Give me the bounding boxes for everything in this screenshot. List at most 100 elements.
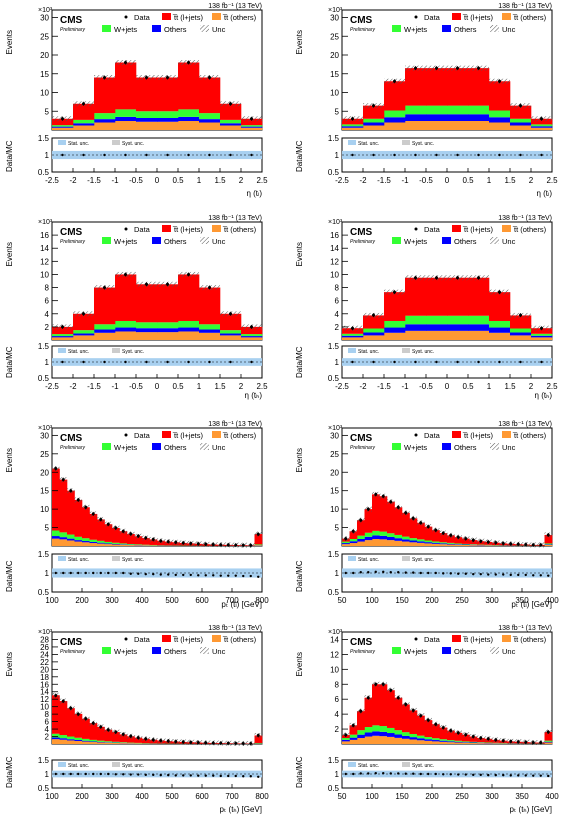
bar-others-1: [363, 122, 385, 126]
data-point-5: [456, 66, 459, 70]
bar-others-8: [220, 123, 242, 126]
ratio-point-3: [124, 153, 127, 157]
x-tick-label-2: -1.5: [377, 176, 391, 185]
data-point-22: [509, 739, 513, 743]
ratio-point-4: [435, 153, 438, 157]
data-point-7: [396, 505, 400, 509]
data-point-21: [211, 741, 215, 745]
ratio-legend-label-1: Syst. unc.: [122, 557, 144, 563]
data-point-10: [129, 734, 133, 738]
legend-label-1: t̅t (l+jets): [172, 225, 204, 234]
ratio-point-9: [250, 153, 253, 157]
x-tick-label-1: -2: [359, 176, 367, 185]
bar-w+jets-0: [52, 125, 74, 127]
ratio-legend-marker-0: [58, 762, 66, 767]
bar-others-3: [74, 740, 83, 742]
ratio-point-8: [229, 360, 232, 364]
bar-others-3: [405, 324, 427, 331]
data-point-15: [166, 739, 170, 743]
legend-label-3: W+jets: [404, 647, 427, 656]
x-tick-label-4: 500: [165, 792, 179, 801]
x-axis-title: η (tₗ): [536, 189, 552, 198]
ratio-point-23: [517, 573, 520, 577]
bar-ttothers-6: [178, 331, 200, 340]
y-tick-label-11: 24: [40, 650, 49, 659]
ratio-tick-label-1: 1: [335, 151, 340, 160]
bar-ttl+jets-5: [157, 284, 179, 323]
y-tick-label-5: 30: [40, 431, 49, 440]
bar-ttl+jets-27: [544, 534, 553, 544]
ratio-tick-label-0: 0.5: [38, 588, 50, 597]
data-point-2: [69, 706, 73, 710]
ratio-point-7: [397, 571, 400, 574]
x-tick-label-3: -1: [401, 382, 409, 391]
bar-others-2: [94, 329, 116, 333]
bar-ttl+jets-9: [241, 326, 263, 335]
data-point-7: [396, 696, 400, 700]
bar-others-3: [405, 114, 427, 121]
y-tick-label-3: 8: [45, 284, 50, 293]
data-point-18: [189, 740, 193, 744]
y-tick-label-6: 14: [40, 688, 49, 697]
lumi-label: 138 fb⁻¹ (13 TeV): [208, 215, 262, 222]
bar-w+jets-10: [417, 735, 425, 739]
y-scale-label: ×10³: [38, 629, 53, 636]
bar-ttl+jets-6: [97, 726, 105, 741]
y-axis-title: Events: [5, 242, 14, 266]
y-tick-label-1: 4: [45, 725, 50, 734]
bar-w+jets-5: [89, 739, 98, 742]
bar-w+jets-11: [424, 737, 433, 740]
ratio-tick-label-0: 0.5: [328, 588, 340, 597]
x-tick-label-2: 150: [395, 792, 409, 801]
bar-ttothers-13: [439, 544, 448, 546]
ratio-point-5: [382, 771, 385, 775]
x-tick-label-8: 1.5: [214, 382, 226, 391]
bar-others-8: [402, 539, 410, 542]
data-point-1: [82, 102, 85, 106]
data-point-3: [366, 696, 370, 700]
ratio-point-0: [351, 153, 354, 157]
y-tick-label-2: 15: [330, 487, 339, 496]
ratio-point-7: [208, 360, 211, 364]
ratio-point-9: [412, 772, 415, 775]
bar-ttl+jets-6: [178, 62, 200, 110]
ratio-point-6: [99, 571, 102, 575]
bar-ttothers-0: [52, 538, 60, 547]
bar-w+jets-4: [82, 538, 90, 542]
y-scale-label: ×10³: [38, 425, 53, 432]
legend-label-0: Data: [134, 13, 151, 22]
ratio-axis-title: Data/MC: [295, 756, 304, 788]
ratio-point-7: [107, 571, 110, 575]
ratio-legend-label-0: Stat. unc.: [68, 141, 89, 147]
bar-ttl+jets-0: [52, 326, 74, 335]
legend-marker-3: [102, 237, 111, 244]
bar-w+jets-18: [477, 742, 485, 743]
ratio-point-12: [434, 772, 437, 776]
ratio-point-11: [427, 571, 430, 575]
bar-w+jets-11: [424, 540, 433, 543]
data-point-4: [435, 276, 438, 280]
data-point-27: [256, 532, 260, 536]
x-tick-label-6: 0.5: [172, 176, 184, 185]
data-point-3: [414, 276, 417, 280]
ratio-point-20: [204, 774, 207, 777]
legend-marker-0: [414, 433, 418, 437]
ratio-point-12: [144, 572, 147, 576]
bar-w+jets-4: [426, 105, 448, 115]
data-point-14: [449, 533, 453, 537]
bar-ttl+jets-1: [59, 701, 68, 736]
experiment-sub-label: Preliminary: [350, 649, 376, 655]
bar-ttl+jets-7: [199, 287, 221, 325]
data-point-12: [144, 536, 148, 540]
bar-w+jets-27: [544, 543, 553, 545]
bar-ttl+jets-1: [59, 479, 68, 533]
bar-others-12: [432, 542, 440, 544]
data-point-25: [241, 741, 245, 745]
ratio-point-2: [103, 360, 106, 364]
y-tick-label-4: 10: [330, 665, 339, 674]
ratio-point-27: [547, 574, 550, 577]
bar-others-12: [432, 740, 440, 742]
bar-w+jets-7: [394, 730, 403, 735]
